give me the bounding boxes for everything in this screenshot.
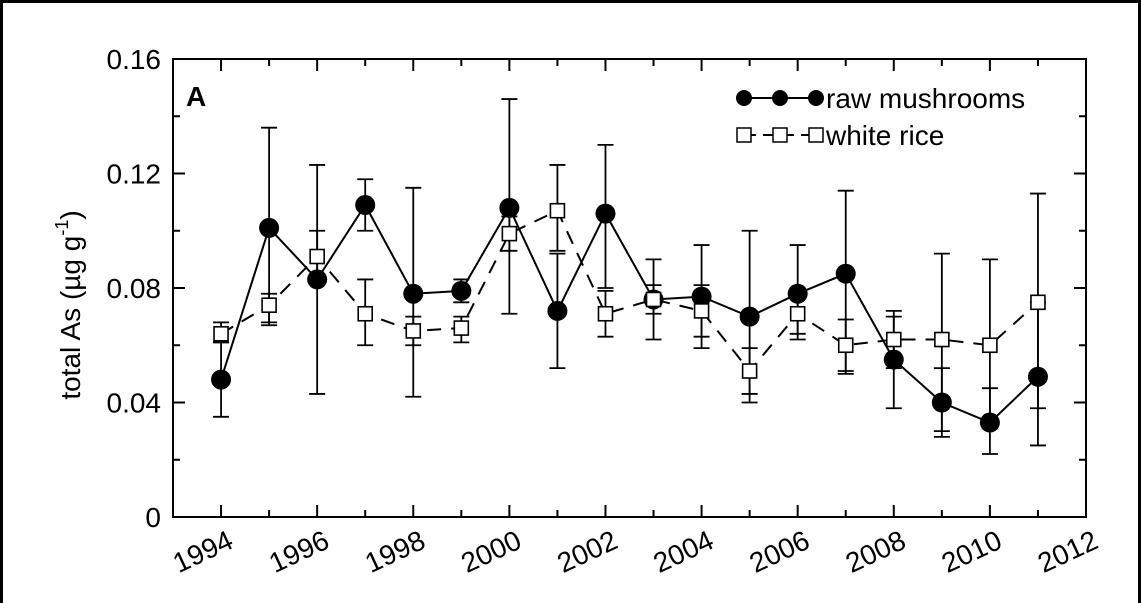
- data-point-white-rice: [741, 363, 758, 379]
- data-point-white-rice: [549, 202, 566, 219]
- x-tick-label: 2004: [649, 524, 719, 578]
- data-point-raw-mushrooms: [355, 194, 376, 215]
- panel-label: A: [186, 81, 206, 112]
- series-line-raw-mushrooms: [220, 203, 1039, 424]
- x-tick-label: 2008: [841, 524, 911, 578]
- series-raw-mushrooms: [211, 98, 1048, 455]
- legend-label-white-rice: white rice: [825, 120, 944, 151]
- legend: raw mushrooms white rice: [736, 83, 1025, 151]
- data-point-white-rice: [789, 305, 806, 322]
- y-axis-title-close: ): [55, 210, 86, 219]
- y-tick-label: 0.12: [107, 159, 162, 190]
- data-point-white-rice: [261, 297, 277, 313]
- series-white-rice: [213, 164, 1046, 433]
- data-layer: [211, 98, 1048, 455]
- data-point-white-rice: [693, 303, 710, 319]
- x-tick-label: 2010: [937, 524, 1007, 578]
- data-point-white-rice: [309, 248, 325, 265]
- x-tick-label: 2002: [552, 524, 622, 578]
- legend-item-white-rice: white rice: [736, 120, 944, 151]
- legend-label-raw-mushrooms: raw mushrooms: [826, 83, 1025, 114]
- x-tick-label: 1996: [264, 524, 334, 578]
- data-point-white-rice: [934, 331, 950, 348]
- data-point-raw-mushrooms: [451, 280, 472, 301]
- data-point-raw-mushrooms: [259, 217, 280, 238]
- data-point-raw-mushrooms: [595, 203, 616, 224]
- y-tick-label: 0.16: [107, 44, 162, 75]
- series-line-white-rice: [220, 209, 1039, 373]
- data-point-white-rice: [597, 305, 614, 322]
- legend-marker-white-rice: [736, 127, 752, 143]
- data-point-white-rice: [501, 225, 518, 242]
- data-point-raw-mushrooms: [211, 369, 232, 390]
- data-point-white-rice: [357, 305, 374, 322]
- data-point-raw-mushrooms: [739, 306, 760, 327]
- x-tick-label: 1994: [168, 524, 238, 578]
- y-tick-label: 0.08: [107, 273, 162, 304]
- data-point-white-rice: [982, 337, 998, 354]
- data-point-raw-mushrooms: [547, 300, 568, 321]
- x-tick-label: 2012: [1033, 524, 1103, 578]
- data-point-white-rice: [1030, 294, 1046, 311]
- data-point-raw-mushrooms: [499, 197, 520, 218]
- data-point-white-rice: [453, 320, 470, 336]
- y-axis-title: total As (µg g-1): [52, 210, 86, 399]
- x-tick-label: 2000: [456, 524, 526, 578]
- legend-marker-white-rice: [808, 127, 824, 143]
- legend-marker-raw-mushrooms: [736, 90, 752, 106]
- x-tick-label: 1998: [360, 524, 430, 578]
- data-point-raw-mushrooms: [403, 283, 424, 304]
- data-point-white-rice: [213, 325, 229, 342]
- plot-area-border: [172, 58, 1087, 518]
- legend-marker-raw-mushrooms: [808, 90, 824, 106]
- data-point-white-rice: [837, 337, 854, 354]
- data-point-white-rice: [645, 291, 662, 308]
- legend-item-raw-mushrooms: raw mushrooms: [736, 83, 1025, 114]
- y-tick-label: 0: [145, 502, 161, 533]
- data-point-white-rice: [885, 331, 902, 348]
- legend-marker-white-rice: [772, 127, 788, 143]
- data-point-raw-mushrooms: [835, 263, 856, 284]
- y-axis-title-main: total As (µg g: [55, 236, 86, 400]
- data-point-white-rice: [405, 323, 422, 339]
- y-tick-label: 0.04: [107, 388, 162, 419]
- y-axis-title-sup: -1: [52, 220, 72, 236]
- legend-marker-raw-mushrooms: [772, 90, 788, 106]
- x-tick-label: 2006: [745, 524, 815, 578]
